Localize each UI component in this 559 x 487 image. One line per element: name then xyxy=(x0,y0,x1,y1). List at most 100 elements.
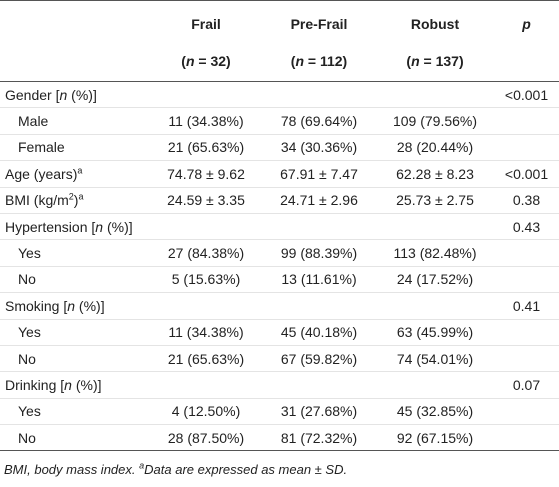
value-cell: 28 (20.44%) xyxy=(376,134,494,162)
value-cell: 24 (17.52%) xyxy=(376,266,494,294)
row-label: Hypertension [n (%)] xyxy=(0,213,150,241)
text-segment: No xyxy=(18,350,36,367)
row-label: Yes xyxy=(0,398,150,426)
value-cell: 74 (54.01%) xyxy=(376,345,494,373)
p-header: p xyxy=(494,1,559,43)
value-cell xyxy=(150,213,262,241)
row-label: Drinking [n (%)] xyxy=(0,371,150,399)
value-cell: 21 (65.63%) xyxy=(150,134,262,162)
value-cell: 28 (87.50%) xyxy=(150,424,262,452)
text-segment: n xyxy=(95,218,104,235)
value-cell: 13 (11.61%) xyxy=(262,266,376,294)
table-row: No 5 (15.63%) 13 (11.61%) 24 (17.52%) xyxy=(0,266,559,294)
table-row: Yes 11 (34.38%) 45 (40.18%) 63 (45.99%) xyxy=(0,319,559,346)
text-segment: Yes xyxy=(18,245,41,262)
text-segment: BMI (kg/m xyxy=(5,192,69,209)
p-value: 0.41 xyxy=(494,292,559,320)
value-cell: 11 (34.38%) xyxy=(150,319,262,346)
value-cell xyxy=(376,81,494,109)
value-cell: 21 (65.63%) xyxy=(150,345,262,373)
column-name: Pre-Frail xyxy=(290,15,348,32)
text-segment: 2 xyxy=(68,191,74,202)
p-value: <0.001 xyxy=(494,81,559,109)
text-segment: Yes xyxy=(18,324,41,341)
row-label: Male xyxy=(0,107,150,135)
value-cell xyxy=(262,371,376,399)
table-row: Yes 27 (84.38%) 99 (88.39%) 113 (82.48%) xyxy=(0,239,559,267)
row-label: Female xyxy=(0,134,150,162)
header-row: Frail Pre-Frail Robust p xyxy=(0,0,559,43)
text-segment: (%)] xyxy=(71,376,102,393)
table-row: Smoking [n (%)] 0.41 xyxy=(0,292,559,320)
value-cell: 78 (69.64%) xyxy=(262,107,376,135)
value-cell: 62.28 ± 8.23 xyxy=(376,160,494,188)
value-cell: 31 (27.68%) xyxy=(262,398,376,426)
text-segment: ( xyxy=(290,52,296,69)
table-row: Drinking [n (%)] 0.07 xyxy=(0,371,559,399)
p-value: 0.43 xyxy=(494,213,559,241)
p-value xyxy=(494,239,559,267)
p-value xyxy=(494,319,559,346)
row-label: Age (years)a xyxy=(0,160,150,188)
value-cell: 24.71 ± 2.96 xyxy=(262,187,376,214)
p-value xyxy=(494,266,559,294)
table-header: Frail Pre-Frail Robust p (n = 32) (n = 112) (n… xyxy=(0,0,559,82)
value-cell: 113 (82.48%) xyxy=(376,239,494,267)
text-segment: (%)] xyxy=(103,218,133,235)
value-cell xyxy=(262,81,376,109)
text-segment: Age (years) xyxy=(5,165,78,182)
p-value: <0.001 xyxy=(494,160,559,188)
text-segment: n xyxy=(295,52,305,69)
row-label: Yes xyxy=(0,319,150,346)
value-cell xyxy=(150,292,262,320)
text-segment: Hypertension [ xyxy=(5,218,96,235)
p-value xyxy=(494,134,559,162)
value-cell: 25.73 ± 2.75 xyxy=(376,187,494,214)
table-row: Hypertension [n (%)] 0.43 xyxy=(0,213,559,241)
value-cell: 67.91 ± 7.47 xyxy=(262,160,376,188)
value-cell: 11 (34.38%) xyxy=(150,107,262,135)
row-label: Smoking [n (%)] xyxy=(0,292,150,320)
table-row: Age (years)a 74.78 ± 9.62 67.91 ± 7.47 62.2… xyxy=(0,160,559,188)
row-label: No xyxy=(0,266,150,294)
table-row: Male 11 (34.38%) 78 (69.64%) 109 (79.56%) xyxy=(0,107,559,135)
table-row: No 28 (87.50%) 81 (72.32%) 92 (67.15%) xyxy=(0,424,559,452)
row-label: No xyxy=(0,424,150,452)
value-cell: 45 (40.18%) xyxy=(262,319,376,346)
table-row: Female 21 (65.63%) 34 (30.36%) 28 (20.44%) xyxy=(0,134,559,162)
text-segment: n xyxy=(59,86,68,103)
footnote: BMI, body mass index. aData are expresse… xyxy=(4,461,347,477)
table-body: Gender [n (%)] <0.001 Male 11 (34.38%) 78 (6… xyxy=(0,81,559,452)
table-row: Gender [n (%)] <0.001 xyxy=(0,81,559,109)
value-cell: 99 (88.39%) xyxy=(262,239,376,267)
header-cell xyxy=(494,42,559,82)
value-cell: 4 (12.50%) xyxy=(150,398,262,426)
text-segment: No xyxy=(18,429,36,446)
text-segment: a xyxy=(77,165,83,176)
column-name: Frail xyxy=(191,15,221,32)
p-value xyxy=(494,107,559,135)
p-value: 0.07 xyxy=(494,371,559,399)
value-cell: 34 (30.36%) xyxy=(262,134,376,162)
value-cell xyxy=(262,292,376,320)
value-cell: 24.59 ± 3.35 xyxy=(150,187,262,214)
text-segment: n xyxy=(185,52,195,69)
text-segment: Drinking [ xyxy=(5,376,65,393)
p-value xyxy=(494,398,559,426)
value-cell xyxy=(150,371,262,399)
text-segment: p xyxy=(522,15,531,32)
text-segment: Female xyxy=(18,139,65,156)
row-label: BMI (kg/m2)a xyxy=(0,187,150,214)
header-cell xyxy=(0,42,150,82)
text-segment: ( xyxy=(181,52,186,69)
text-segment: Smoking [ xyxy=(5,297,68,314)
row-label: No xyxy=(0,345,150,373)
value-cell xyxy=(376,371,494,399)
value-cell xyxy=(262,213,376,241)
value-cell xyxy=(376,292,494,320)
text-segment: = 112) xyxy=(304,52,348,69)
column-count: (n = 32) xyxy=(150,42,262,82)
text-segment: a xyxy=(78,191,84,202)
text-segment: = 137) xyxy=(419,52,464,69)
p-value: 0.38 xyxy=(494,187,559,214)
